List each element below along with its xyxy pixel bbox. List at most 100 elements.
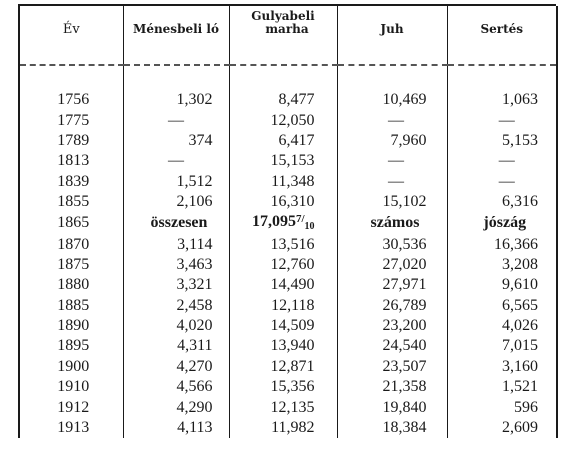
livestock-table: Év Ménesbeli ló Gulyabeli marha Juh Serté… <box>18 6 558 439</box>
spacer-row <box>18 65 558 90</box>
cell-sheep: — <box>336 151 447 172</box>
cell-horse: 4,311 <box>122 336 229 357</box>
header-horse: Ménesbeli ló <box>122 6 229 66</box>
cell-cattle: 6,417 <box>228 130 337 152</box>
header-cattle-line1: Gulyabeli <box>251 9 315 23</box>
cell-cattle: 15,153 <box>228 151 337 172</box>
cell-sheep: 26,789 <box>336 295 447 316</box>
table-row: 1870 3,114 13,516 30,536 16,366 <box>18 234 558 255</box>
livestock-table-frame: Év Ménesbeli ló Gulyabeli marha Juh Serté… <box>18 6 558 459</box>
cell-sheep: 21,358 <box>336 377 447 398</box>
table-row: 1839 1,512 11,348— — <box>18 171 558 192</box>
table-row: 1813—15,153— — <box>18 151 558 172</box>
spacer-cell <box>122 65 229 90</box>
cell-cattle-fraction-numerator: 7 <box>295 213 302 226</box>
cell-sheep: 18,384 <box>336 417 447 439</box>
cell-sheep: 24,540 <box>336 336 447 357</box>
spacer-cell <box>228 65 337 90</box>
table-row: 1865 összesen 17,0957/10 számos jószág <box>18 212 558 235</box>
table-row: 1900 4,270 12,871 23,507 3,160 <box>18 356 558 378</box>
cell-year: 1789 <box>18 130 123 152</box>
cell-sheep: 27,971 <box>336 275 447 296</box>
cell-year: 1813 <box>18 151 123 172</box>
spacer-cell <box>336 65 447 90</box>
cell-year: 1875 <box>18 254 123 276</box>
cell-cattle: 12,871 <box>228 356 337 378</box>
cell-cattle: 12,050 <box>228 110 337 131</box>
cell-horse: 4,290 <box>122 397 229 418</box>
cell-sheep: — <box>336 171 447 192</box>
table-row: 1880 3,321 14,490 27,971 9,610 <box>18 275 558 296</box>
cell-cattle: 13,516 <box>228 234 337 255</box>
cell-year: 1756 <box>18 90 123 111</box>
table-row: 1756 1,302 8,477 10,469 1,063 <box>18 90 558 111</box>
cell-pig: — <box>446 171 558 192</box>
spacer-cell <box>18 65 123 90</box>
cell-pig: 596 <box>446 397 558 418</box>
cell-pig: 3,160 <box>446 356 558 378</box>
cell-sheep: számos <box>336 212 447 235</box>
cell-horse: 2,458 <box>122 295 229 316</box>
header-sheep: Juh <box>336 6 447 66</box>
cell-year: 1890 <box>18 315 123 337</box>
cell-pig: jószág <box>446 212 558 235</box>
cell-cattle-fraction-denominator: 10 <box>304 221 315 233</box>
cell-sheep: 23,507 <box>336 356 447 378</box>
cell-horse: 374 <box>122 130 229 152</box>
cell-horse: 4,270 <box>122 356 229 378</box>
cell-year: 1900 <box>18 356 123 378</box>
cell-year: 1880 <box>18 275 123 296</box>
table-row: 1855 2,106 16,310 15,102 6,316 <box>18 191 558 213</box>
cell-pig: 5,153 <box>446 130 558 152</box>
cell-horse: 3,321 <box>122 275 229 296</box>
cell-horse: — <box>122 151 229 172</box>
header-pig: Sertés <box>446 6 558 66</box>
cell-pig: 1,521 <box>446 377 558 398</box>
cell-year: 1913 <box>18 417 123 439</box>
cell-pig: 16,366 <box>446 234 558 255</box>
cell-year: 1910 <box>18 377 123 398</box>
cell-horse: 4,020 <box>122 315 229 337</box>
cell-year: 1870 <box>18 234 123 255</box>
cell-horse: 4,566 <box>122 377 229 398</box>
cell-cattle: 11,348 <box>228 171 337 192</box>
cell-year: 1839 <box>18 171 123 192</box>
cell-pig: 7,015 <box>446 336 558 357</box>
table-row: 1875 3,463 12,760 27,020 3,208 <box>18 254 558 276</box>
cell-pig: 6,316 <box>446 191 558 213</box>
cell-year: 1865 <box>18 212 123 235</box>
cell-cattle: 14,509 <box>228 315 337 337</box>
cell-pig: — <box>446 151 558 172</box>
cell-sheep: 10,469 <box>336 90 447 111</box>
cell-horse: — <box>122 110 229 131</box>
cell-sheep: 7,960 <box>336 130 447 152</box>
cell-cattle: 14,490 <box>228 275 337 296</box>
cell-cattle: 17,0957/10 <box>228 212 337 235</box>
cell-year: 1885 <box>18 295 123 316</box>
cell-horse: 3,463 <box>122 254 229 276</box>
cell-horse: 1,512 <box>122 171 229 192</box>
cell-horse: összesen <box>122 212 229 235</box>
cell-horse: 2,106 <box>122 191 229 213</box>
cell-pig: 6,565 <box>446 295 558 316</box>
cell-cattle: 8,477 <box>228 90 337 111</box>
cell-cattle-main: 17,095 <box>251 213 296 231</box>
cell-pig: 3,208 <box>446 254 558 276</box>
cell-sheep: 23,200 <box>336 315 447 337</box>
cell-horse: 3,114 <box>122 234 229 255</box>
cell-year: 1912 <box>18 397 123 418</box>
table-row: 1890 4,020 14,509 23,200 4,026 <box>18 315 558 337</box>
cell-pig: 4,026 <box>446 315 558 337</box>
table-row: 1913 4,113 11,982 18,384 2,609 <box>18 417 558 439</box>
cell-horse: 1,302 <box>122 90 229 111</box>
table-row: 1885 2,458 12,118 26,789 6,565 <box>18 295 558 316</box>
spacer-cell <box>446 65 558 90</box>
cell-pig: 2,609 <box>446 417 558 439</box>
cell-sheep: 15,102 <box>336 191 447 213</box>
header-cattle-line2: marha <box>265 22 309 36</box>
cell-cattle: 12,135 <box>228 397 337 418</box>
header-row: Év Ménesbeli ló Gulyabeli marha Juh Serté… <box>18 6 558 66</box>
cell-pig: 9,610 <box>446 275 558 296</box>
table-row: 1775—12,050— — <box>18 110 558 131</box>
